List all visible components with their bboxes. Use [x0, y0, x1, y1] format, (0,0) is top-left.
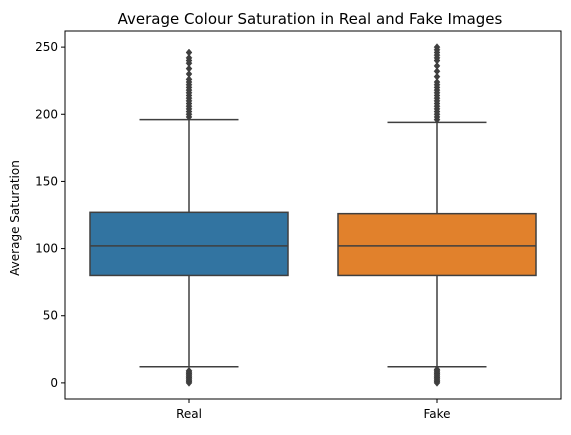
iqr-box	[337, 212, 537, 277]
iqr-box	[89, 211, 289, 277]
y-tick-label: 250	[35, 40, 58, 54]
y-tick-label: 50	[43, 309, 58, 323]
x-tick-label: Fake	[423, 407, 450, 421]
outlier-point	[185, 75, 193, 84]
outlier-point	[433, 62, 441, 70]
outlier-point	[433, 78, 441, 86]
x-axis: Real Fake	[176, 399, 451, 421]
y-tick-label: 150	[35, 174, 58, 188]
box-fake	[337, 43, 537, 387]
outlier-point	[185, 366, 193, 375]
outlier-point	[433, 43, 441, 52]
axes-frame	[64, 30, 562, 400]
y-tick-label: 100	[35, 242, 58, 256]
outlier-point	[185, 64, 193, 73]
outlier-point	[185, 48, 193, 57]
outlier-point	[185, 70, 193, 78]
box-real	[89, 48, 289, 387]
outlier-point	[433, 365, 441, 374]
chart-title: Average Colour Saturation in Real and Fa…	[118, 10, 503, 28]
y-axis-label: Average Saturation	[8, 160, 22, 276]
y-axis: 0 50 100 150 200 250	[35, 40, 65, 390]
outlier-point	[433, 72, 441, 81]
y-tick-label: 0	[50, 376, 58, 390]
outlier-point	[185, 53, 193, 62]
y-tick-label: 200	[35, 107, 58, 121]
plot-area	[89, 43, 537, 387]
x-tick-label: Real	[176, 407, 202, 421]
outlier-point	[433, 67, 441, 76]
